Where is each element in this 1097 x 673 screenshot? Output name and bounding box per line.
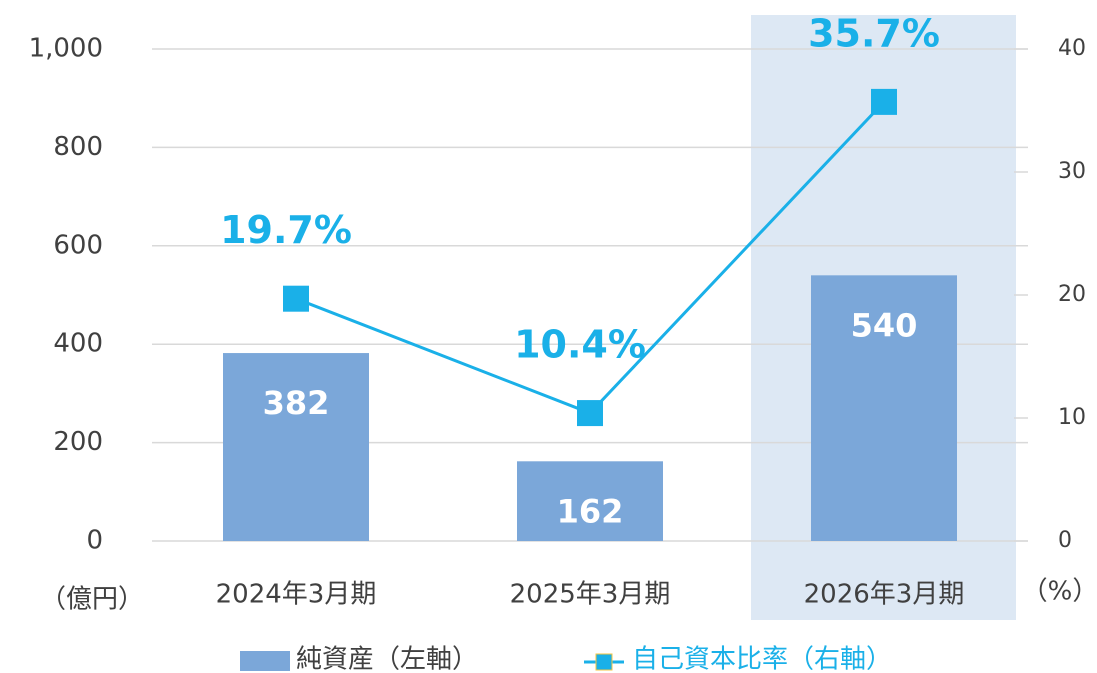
legend-swatch <box>240 651 290 671</box>
line-marker <box>283 285 309 312</box>
y-tick-label: 0 <box>86 526 103 556</box>
line-value-label: 10.4% <box>514 323 646 367</box>
y2-tick-label: 20 <box>1058 282 1086 307</box>
line-value-label: 35.7% <box>808 11 940 55</box>
x-tick-label: 2025年3月期 <box>510 580 671 610</box>
bar <box>517 461 663 541</box>
line-value-label: 19.7% <box>220 208 352 252</box>
y-tick-label: 400 <box>53 329 103 359</box>
legend-marker <box>595 653 613 671</box>
y-tick-label: 600 <box>53 230 103 260</box>
bar <box>223 353 369 541</box>
y-axis-label: （億円） <box>40 585 144 615</box>
line-marker <box>577 400 603 427</box>
y-tick-label: 800 <box>53 132 103 162</box>
legend-label: 自己資本比率（右軸） <box>632 645 892 673</box>
y2-axis-label: （%） <box>1022 577 1097 607</box>
bar-value-label: 162 <box>557 492 624 530</box>
bar-value-label: 382 <box>263 384 330 422</box>
y-tick-label: 200 <box>53 427 103 457</box>
x-tick-label: 2026年3月期 <box>804 580 965 610</box>
x-tick-label: 2024年3月期 <box>216 580 377 610</box>
y-tick-label: 1,000 <box>29 34 103 64</box>
y2-tick-label: 30 <box>1058 159 1086 184</box>
y2-tick-label: 40 <box>1058 36 1086 61</box>
line-marker <box>871 88 897 115</box>
y2-tick-label: 0 <box>1058 528 1072 553</box>
bar <box>811 275 957 541</box>
y2-tick-label: 10 <box>1058 405 1086 430</box>
bar-value-label: 540 <box>851 306 918 344</box>
legend-label: 純資産（左軸） <box>296 645 478 673</box>
